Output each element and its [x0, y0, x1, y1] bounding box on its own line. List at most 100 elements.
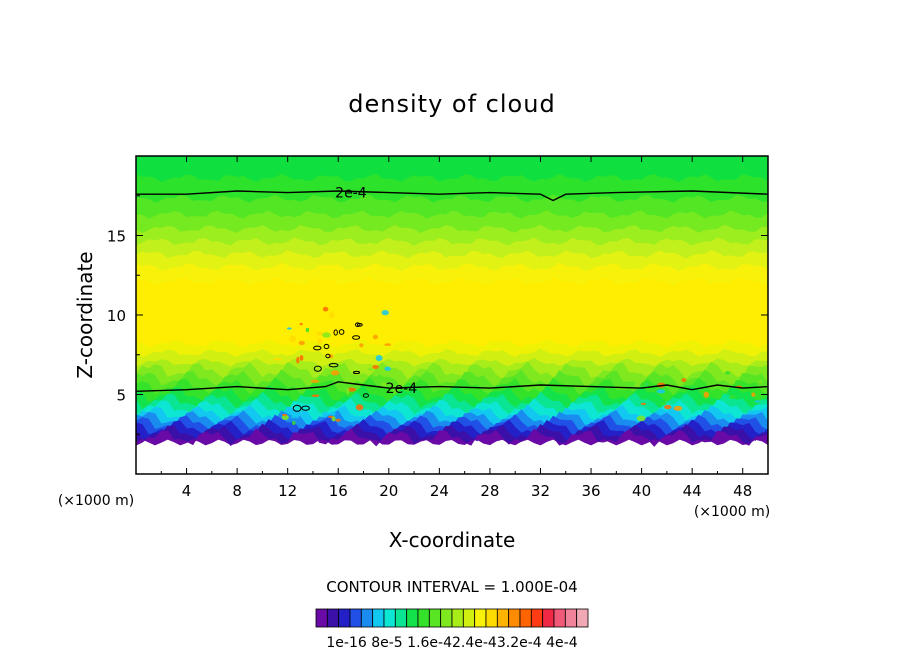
colorbar-swatch — [349, 608, 362, 628]
x-tick-label: 12 — [278, 482, 297, 500]
color-bands — [136, 156, 768, 447]
x-tick-label: 24 — [430, 482, 449, 500]
color-band — [136, 277, 768, 349]
turbulence-patch — [281, 414, 289, 420]
turbulence-patch — [656, 389, 666, 394]
contour-loop — [313, 365, 322, 372]
turbulence-patch — [375, 355, 383, 362]
colorbar-swatch — [474, 608, 487, 628]
turbulence-patch — [664, 404, 672, 410]
contour-loop — [333, 329, 338, 336]
turbulence-patch — [273, 357, 282, 361]
turbulence-patch — [322, 332, 331, 338]
contour-loop — [292, 404, 302, 412]
x-tick-label: 32 — [531, 482, 550, 500]
colorbar-swatch — [542, 608, 555, 628]
turbulence-patch — [331, 416, 336, 422]
x-tick-label: 44 — [683, 482, 702, 500]
turbulence-patch — [287, 327, 292, 330]
turbulence-patch — [305, 327, 310, 333]
turbulence-patch — [321, 411, 329, 417]
contour-interval: CONTOUR INTERVAL = 1.000E-04 — [326, 578, 577, 596]
turbulence-patch — [384, 343, 392, 346]
colorbar-swatch — [462, 608, 476, 628]
x-tick-label: 16 — [329, 482, 348, 500]
contour-label: 2e-4 — [386, 381, 418, 397]
colorbar-swatch — [451, 608, 464, 628]
colorbar-swatch — [519, 608, 532, 628]
x-tick-label: 36 — [581, 482, 600, 500]
turbulence-patch — [751, 392, 756, 397]
y-axis-ticks: 5 10 15 — [107, 195, 768, 435]
contour-loop — [362, 393, 369, 398]
colorbar-swatch — [508, 608, 521, 628]
x-axis-ticks: 4 8 12 16 20 24 28 32 36 40 44 48 — [160, 156, 752, 500]
y-tick-label: 15 — [107, 228, 126, 246]
x-tick-label: 40 — [632, 482, 651, 500]
turbulence-patch — [372, 370, 380, 377]
colorbar-labels: 1e-16 8e-5 1.6e-42.4e-43.2e-4 4e-4 — [326, 635, 577, 651]
colorbar-swatch — [394, 608, 408, 628]
contour-line — [136, 190, 768, 202]
y-axis-label: Z-coordinate — [73, 251, 97, 378]
turbulence-patch — [359, 343, 364, 348]
x-axis-label: X-coordinate — [389, 528, 516, 552]
colorbar-swatch — [372, 608, 385, 628]
colorbar — [315, 608, 589, 628]
turbulence-patch — [703, 391, 709, 398]
contour-loop — [301, 405, 310, 411]
turbulence-patch — [330, 370, 340, 376]
turbulence-patch — [292, 421, 296, 425]
turbulence-patch — [384, 366, 392, 371]
x-tick-label: 48 — [733, 482, 752, 500]
turbulence-patch — [372, 365, 379, 369]
colorbar-swatch — [383, 608, 396, 628]
contour-loop — [338, 329, 345, 335]
colorbar-swatch — [326, 608, 340, 628]
turbulence-patch — [317, 337, 323, 345]
turbulence-patch — [329, 411, 336, 416]
turbulence-patch — [328, 311, 335, 319]
y-unit-label: (×1000 m) — [58, 493, 134, 509]
turbulence-patch — [282, 413, 287, 417]
colorbar-swatch — [406, 608, 419, 628]
contour-label: 2e-4 — [335, 186, 367, 202]
turbulence-patch — [661, 402, 667, 405]
turbulence-patch — [640, 402, 647, 405]
colorbar-swatch — [440, 608, 453, 628]
x-tick-label: 28 — [480, 482, 499, 500]
contour-line — [136, 381, 768, 392]
turbulence-patches — [273, 306, 763, 425]
turbulence-patch — [322, 306, 329, 312]
contour-loop — [323, 343, 330, 350]
turbulence-patch — [335, 418, 341, 422]
colorbar-swatch — [564, 608, 578, 628]
colorbar-swatch — [553, 608, 566, 628]
x-tick-label: 20 — [379, 482, 398, 500]
colorbar-swatch — [428, 608, 442, 628]
x-tick-label: 4 — [182, 482, 192, 500]
contour-loop — [325, 353, 331, 359]
contour-loop — [352, 335, 361, 340]
turbulence-patch — [758, 380, 763, 384]
x-tick-label: 8 — [232, 482, 242, 500]
turbulence-patch — [729, 395, 736, 399]
y-tick-label: 10 — [107, 307, 126, 325]
turbulence-patch — [754, 400, 761, 403]
chart-title: density of cloud — [348, 90, 555, 118]
turbulence-patch — [299, 355, 304, 361]
turbulence-patch — [346, 388, 350, 395]
colorbar-swatch — [485, 608, 498, 628]
turbulence-patch — [725, 371, 730, 375]
colorbar-swatch — [496, 608, 510, 628]
color-band — [136, 428, 768, 447]
contour-labels: 2e-4 2e-4 — [335, 186, 417, 398]
contour-loop — [355, 322, 361, 328]
turbulence-patch — [290, 415, 300, 419]
turbulence-patch — [673, 405, 683, 411]
turbulence-patch — [289, 335, 297, 342]
turbulence-patch — [316, 331, 323, 336]
colorbar-swatch — [576, 608, 589, 628]
turbulence-patch — [311, 394, 320, 398]
